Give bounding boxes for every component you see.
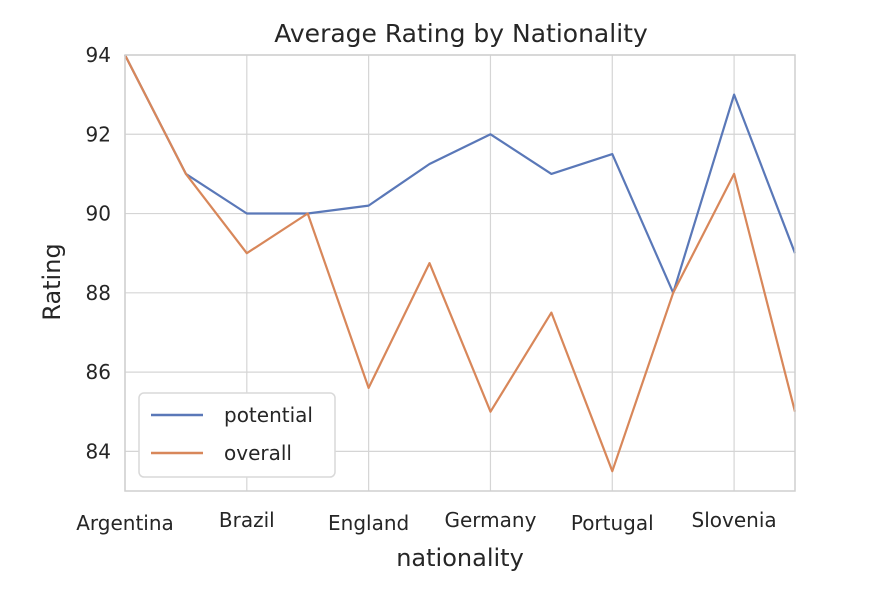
x-tick-label: England bbox=[328, 511, 409, 535]
plot-frame bbox=[124, 54, 796, 492]
legend: potential overall bbox=[138, 392, 336, 478]
x-tick-label: Germany bbox=[444, 508, 536, 532]
x-tick-label: Brazil bbox=[219, 508, 275, 532]
chart-title: Average Rating by Nationality bbox=[274, 19, 648, 48]
series-line-potential bbox=[124, 54, 797, 294]
y-tick-label: 94 bbox=[86, 43, 111, 67]
x-tick-label: Argentina bbox=[76, 511, 174, 535]
x-tick-label: Slovenia bbox=[692, 508, 777, 532]
y-ticks: 84 86 88 90 92 94 bbox=[86, 43, 111, 463]
series-lines bbox=[124, 54, 797, 473]
y-tick-label: 92 bbox=[86, 122, 111, 146]
y-tick-label: 90 bbox=[86, 202, 111, 226]
y-axis-label: Rating bbox=[38, 243, 66, 320]
y-tick-label: 84 bbox=[86, 439, 111, 463]
x-axis-label: nationality bbox=[396, 544, 524, 572]
legend-label-overall: overall bbox=[224, 441, 292, 465]
x-ticks: Argentina Brazil England Germany Portugal Slo… bbox=[76, 508, 776, 535]
x-tick-label: Portugal bbox=[571, 511, 654, 535]
y-tick-label: 88 bbox=[86, 281, 111, 305]
legend-label-potential: potential bbox=[224, 403, 313, 427]
y-tick-label: 86 bbox=[86, 360, 111, 384]
series-line-overall bbox=[124, 54, 797, 473]
